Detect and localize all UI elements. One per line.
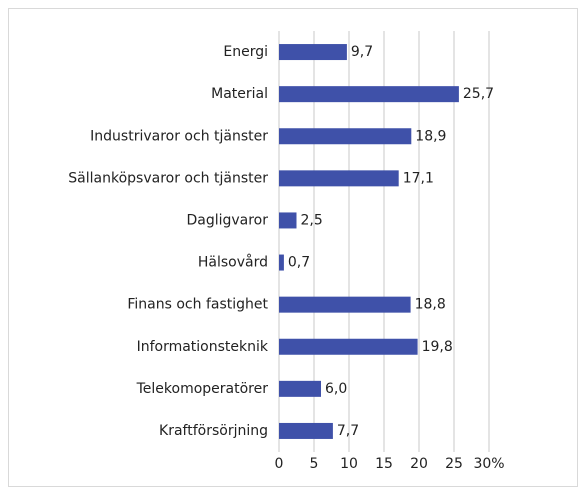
y-tick-label: Energi xyxy=(223,44,268,60)
value-label: 6,0 xyxy=(325,381,347,397)
value-label: 9,7 xyxy=(351,44,373,60)
bar xyxy=(279,422,333,439)
x-tick-label: 10 xyxy=(340,456,358,472)
x-tick-label: 15 xyxy=(375,456,393,472)
y-tick-label: Informationsteknik xyxy=(137,339,269,355)
x-tick-label: 0 xyxy=(275,456,284,472)
x-tick-label: 5 xyxy=(310,456,319,472)
bar xyxy=(279,296,411,313)
y-tick-label: Material xyxy=(211,86,268,102)
chart-frame xyxy=(8,8,578,487)
y-tick-label: Finans och fastighet xyxy=(127,297,268,313)
value-label: 17,1 xyxy=(403,170,434,186)
value-label: 18,8 xyxy=(415,297,446,313)
value-label: 2,5 xyxy=(301,212,323,228)
bar xyxy=(279,128,412,145)
value-label: 7,7 xyxy=(337,423,359,439)
value-label: 19,8 xyxy=(422,339,453,355)
y-tick-label: Hälsovård xyxy=(198,254,268,271)
y-tick-label: Sällanköpsvaror och tjänster xyxy=(68,170,268,186)
value-label: 0,7 xyxy=(288,255,310,271)
bar xyxy=(279,380,321,397)
x-tick-label: 20 xyxy=(410,456,428,472)
bar xyxy=(279,86,459,103)
y-tick-label: Dagligvaror xyxy=(186,212,268,228)
x-tick-label: 25 xyxy=(445,456,463,472)
x-tick-label: 30% xyxy=(473,456,504,472)
value-label: 18,9 xyxy=(415,128,446,144)
bar xyxy=(279,170,399,187)
y-tick-label: Telekomoperatörer xyxy=(136,381,269,397)
value-label: 25,7 xyxy=(463,86,494,102)
bar xyxy=(279,338,418,355)
bar xyxy=(279,212,297,229)
y-tick-label: Industrivaror och tjänster xyxy=(90,128,268,144)
bar xyxy=(279,44,347,61)
y-tick-label: Kraftförsörjning xyxy=(159,423,268,439)
bar xyxy=(279,254,284,271)
